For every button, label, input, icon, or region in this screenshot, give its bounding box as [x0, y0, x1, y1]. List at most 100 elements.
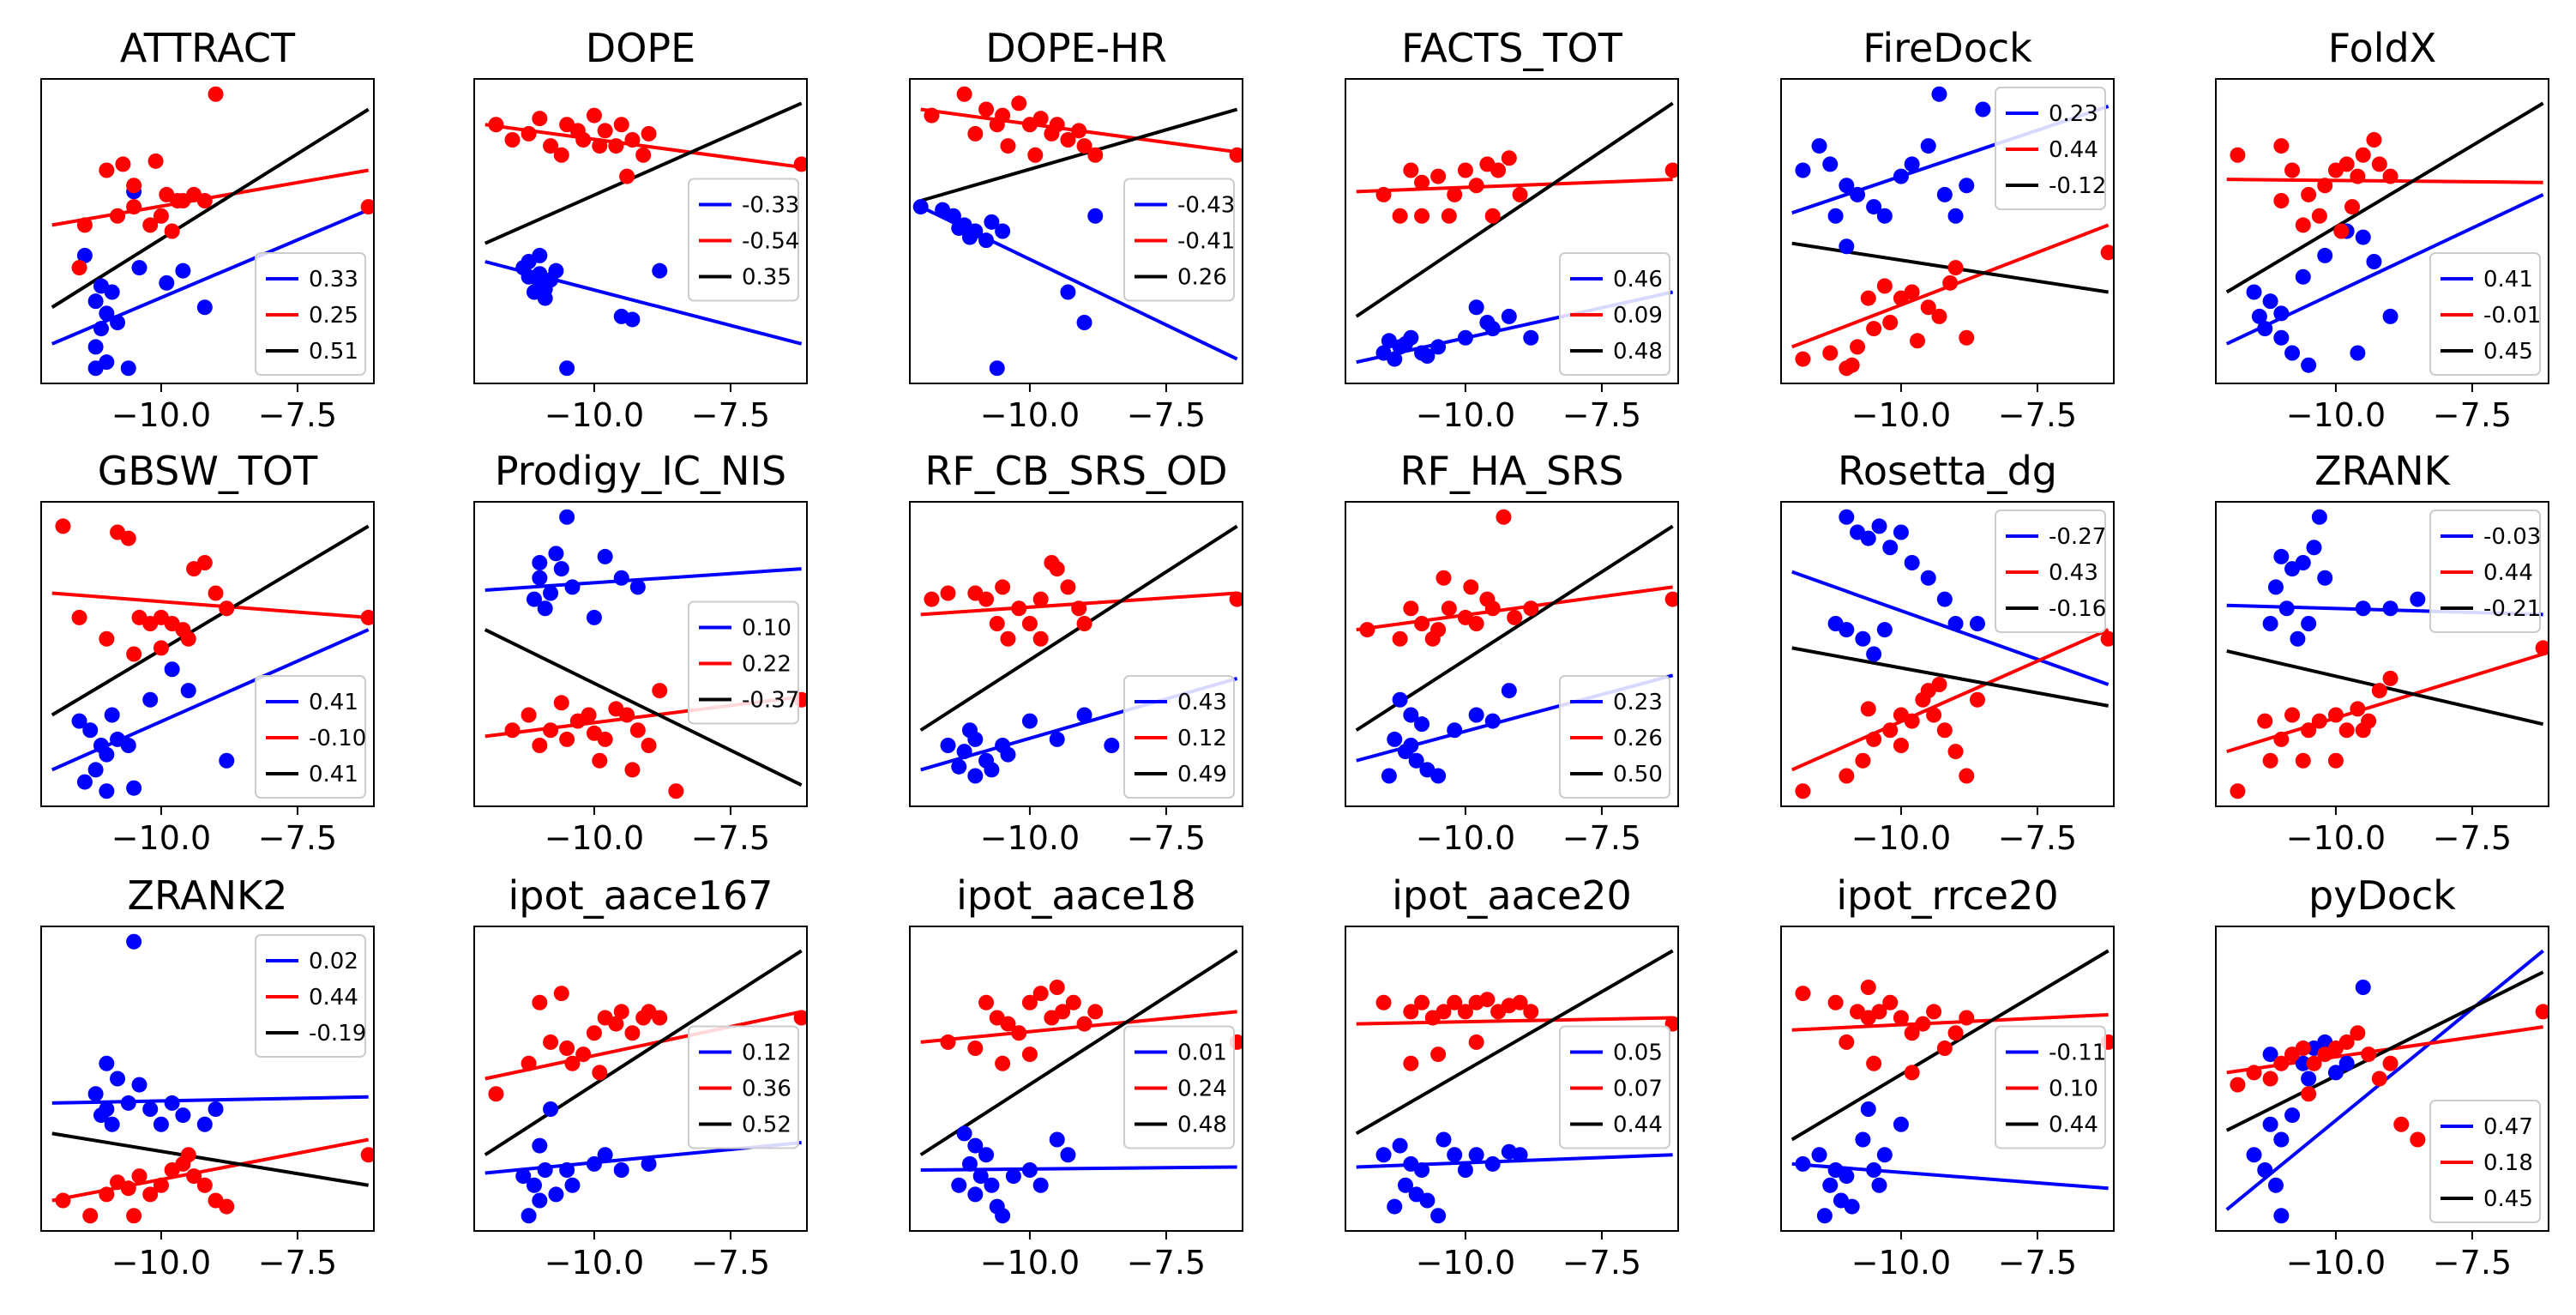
subplot-title: RF_CB_SRS_OD	[924, 448, 1227, 494]
blue-point	[1387, 731, 1403, 747]
x-tick-label: −7.5	[1127, 396, 1206, 434]
x-tick-label: −7.5	[1998, 819, 2077, 857]
blue-point	[1855, 1131, 1871, 1148]
red-point	[1936, 1041, 1953, 1056]
red-point	[624, 132, 641, 148]
blue-point	[99, 746, 115, 763]
legend-box	[2429, 1100, 2541, 1223]
red-point	[2284, 162, 2301, 178]
red-point	[1942, 274, 1959, 291]
blue-point	[1850, 186, 1866, 202]
red-point	[2246, 1065, 2262, 1081]
legend-box	[1123, 178, 1235, 302]
blue-point	[597, 548, 613, 564]
red-legend-label: 0.44	[2049, 137, 2098, 163]
blue-legend-label: 0.41	[309, 690, 358, 715]
red-point	[2355, 722, 2371, 739]
red-point	[967, 1041, 984, 1056]
x-tick-label: −7.5	[691, 396, 770, 434]
red-point	[1501, 150, 1517, 166]
blue-point	[559, 509, 575, 525]
blue-point	[1947, 616, 1964, 631]
red-point	[2338, 1034, 2355, 1050]
x-tick-label: −10.0	[111, 1244, 211, 1282]
red-point	[2273, 1055, 2290, 1071]
blue-point	[2355, 229, 2371, 245]
plot-area	[51, 86, 374, 377]
blue-legend-label: -0.33	[742, 193, 799, 219]
red-point	[532, 994, 548, 1010]
blue-legend-label: -0.11	[2049, 1041, 2106, 1066]
blue-point	[1484, 1155, 1501, 1172]
red-point	[126, 646, 142, 662]
red-fit-line	[1356, 1016, 1673, 1026]
x-tick-label: −7.5	[258, 396, 337, 434]
blue-point	[1468, 707, 1484, 723]
blue-point	[967, 1137, 984, 1154]
red-point	[488, 1086, 504, 1102]
blue-point	[1866, 1162, 1882, 1178]
red-point	[1920, 299, 1936, 316]
blue-point	[543, 1101, 559, 1117]
legend: -0.27 0.43 -0.16	[1995, 510, 2106, 633]
x-tick-label: −10.0	[980, 1244, 1080, 1282]
red-point	[553, 986, 569, 1002]
red-fit-line	[1356, 178, 1673, 194]
red-point	[1507, 609, 1523, 625]
subplot-ipot-aace20: ipot_aace20 −10.0 −7.5 0.05 0.07 0.44	[1345, 872, 1679, 1282]
blue-point	[1860, 530, 1876, 546]
blue-legend-label: 0.23	[1613, 690, 1663, 715]
blue-point	[2355, 980, 2371, 995]
blue-point	[984, 1177, 1000, 1193]
axes-frame	[1780, 501, 2115, 807]
legend: 0.41 -0.01 0.45	[2429, 252, 2541, 376]
red-point	[989, 117, 1005, 133]
red-point	[142, 217, 159, 233]
red-point	[2382, 670, 2398, 686]
red-point	[978, 591, 995, 607]
legend-box	[2429, 510, 2541, 633]
blue-point	[87, 762, 104, 778]
blue-point	[521, 1208, 537, 1224]
red-point	[592, 752, 608, 769]
blue-point	[1392, 691, 1408, 708]
red-point	[2301, 186, 2317, 202]
red-point	[1457, 162, 1473, 178]
red-point	[1011, 1025, 1027, 1041]
red-point	[619, 707, 635, 723]
legend-box	[1995, 1025, 2106, 1149]
black-legend-label: 0.48	[1177, 1113, 1227, 1138]
subplot-title: ZRANK2	[128, 872, 288, 919]
black-fit-line	[1355, 101, 1674, 318]
black-fit-line	[920, 107, 1238, 202]
blue-point	[1920, 570, 1936, 586]
red-point	[186, 1168, 202, 1185]
legend-box	[688, 178, 799, 302]
blue-point	[1512, 1147, 1528, 1163]
red-point	[1512, 994, 1528, 1010]
red-point	[1523, 1004, 1539, 1020]
red-fit-line	[1356, 585, 1673, 632]
blue-point	[1397, 335, 1413, 352]
x-tick-label: −10.0	[2286, 396, 2386, 434]
subplot-prodigy-ic-nis: Prodigy_IC_NIS −10.0 −7.5 0.10 0.22 -0.37	[473, 448, 808, 857]
blue-point	[1860, 1101, 1876, 1117]
legend-box	[688, 1025, 799, 1149]
subplot-title: pyDock	[2308, 872, 2456, 919]
red-point	[586, 107, 602, 124]
red-point	[543, 1034, 559, 1050]
blue-point	[2246, 1147, 2262, 1163]
blue-point	[87, 293, 104, 310]
red-fit-line	[1791, 1012, 2109, 1032]
legend: 0.23 0.44 -0.12	[1995, 87, 2106, 210]
red-point	[1076, 1016, 1092, 1032]
blue-point	[2350, 345, 2366, 361]
blue-point	[1866, 646, 1882, 662]
blue-point	[1969, 616, 1985, 631]
blue-point	[2290, 630, 2306, 647]
legend: 0.05 0.07 0.44	[1559, 1025, 1670, 1149]
legend-box	[2429, 252, 2541, 376]
red-point	[488, 117, 504, 133]
red-point	[1403, 1004, 1419, 1020]
subplot-title: FACTS_TOT	[1401, 25, 1623, 71]
